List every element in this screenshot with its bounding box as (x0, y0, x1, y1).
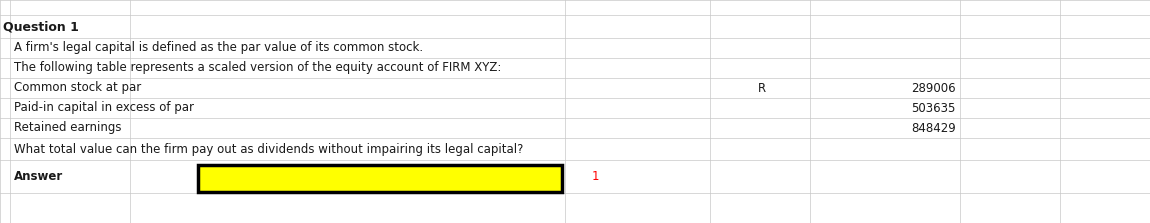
Text: A firm's legal capital is defined as the par value of its common stock.: A firm's legal capital is defined as the… (14, 41, 423, 54)
Text: 1: 1 (591, 170, 599, 183)
Text: Common stock at par: Common stock at par (14, 81, 141, 95)
Text: R: R (758, 81, 766, 95)
Text: Answer: Answer (14, 170, 63, 183)
Text: What total value can the firm pay out as dividends without impairing its legal c: What total value can the firm pay out as… (14, 142, 523, 155)
Text: 503635: 503635 (912, 101, 956, 114)
Bar (198, 165, 562, 192)
Text: 848429: 848429 (911, 122, 956, 134)
Text: Paid-in capital in excess of par: Paid-in capital in excess of par (14, 101, 194, 114)
Text: 289006: 289006 (911, 81, 956, 95)
Text: The following table represents a scaled version of the equity account of FIRM XY: The following table represents a scaled … (14, 62, 501, 74)
Text: Question 1: Question 1 (3, 20, 79, 33)
Text: Retained earnings: Retained earnings (14, 122, 122, 134)
